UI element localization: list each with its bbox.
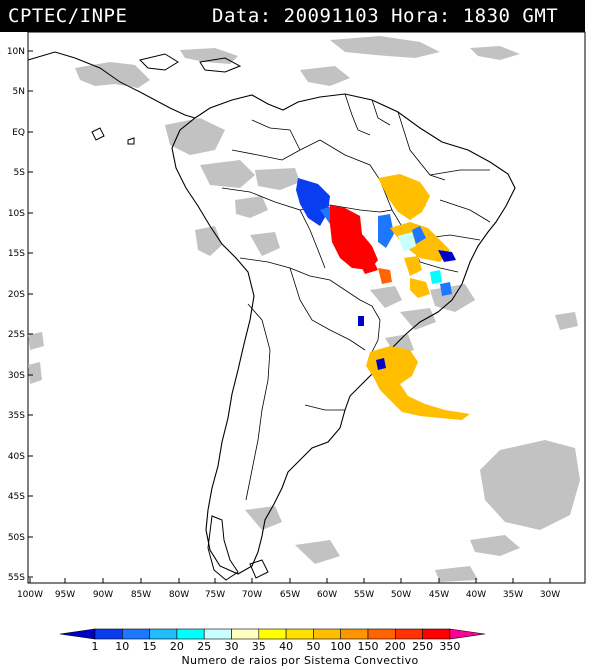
lat-label: 10N [7,47,25,57]
lat-label: 40S [8,452,25,462]
lon-label: 70W [242,590,262,600]
color-legend-cell [176,628,205,640]
lat-label: 5S [14,168,26,178]
color-legend-tick-label: 1 [92,640,99,653]
color-legend-cell [367,628,396,640]
convective-systems-layer [296,174,470,420]
map-canvas: 10N 5N EQ 5S 10S 15S 20S 25S 30S 35S 40S… [7,31,586,600]
color-legend-cell [231,628,260,640]
color-legend-cell [258,628,287,640]
color-legend-cell [122,628,150,640]
color-legend-cell [149,628,178,640]
lat-label: EQ [12,128,25,138]
lat-label: 10S [8,209,25,219]
color-legend-cell [422,628,451,640]
longitude-labels: 100W 95W 90W 85W 80W 75W 70W 65W 60W 55W… [17,590,560,600]
color-legend-cell [313,628,341,640]
lon-label: 100W [17,590,43,600]
header-date-time: Data: 20091103 Hora: 1830 GMT [212,5,559,27]
header-bar: CPTEC/INPE Data: 20091103 Hora: 1830 GMT [0,0,585,32]
lon-label: 55W [354,590,374,600]
color-legend-cell [285,628,314,640]
color-legend-tick-label: 35 [252,640,266,653]
lon-label: 45W [429,590,449,600]
lon-label: 90W [93,590,113,600]
latitude-labels: 10N 5N EQ 5S 10S 15S 20S 25S 30S 35S 40S… [7,47,25,583]
lon-label: 35W [503,590,523,600]
lat-label: 45S [8,492,25,502]
color-legend-tick-label: 200 [385,640,406,653]
lat-label: 55S [8,573,25,583]
lon-label: 65W [280,590,300,600]
lat-label: 50S [8,533,25,543]
color-legend-tick-label: 40 [279,640,293,653]
lat-label: 5N [13,87,25,97]
lat-label: 35S [8,411,25,421]
islands [91,127,269,581]
color-legend-tick-label: 25 [197,640,211,653]
color-legend: 1 10 15 20 25 30 35 40 50 100 150 200 250 350 [59,628,485,653]
color-legend-cells [59,628,485,640]
lon-label: 50W [391,590,411,600]
color-legend-tick-label: 350 [439,640,460,653]
color-legend-cell [340,628,369,640]
cloud-cover-layer [28,36,580,582]
color-legend-tick-label: 20 [170,640,184,653]
lat-label: 20S [8,290,25,300]
header-source-title: CPTEC/INPE [8,5,128,27]
color-legend-tick-label: 15 [143,640,157,653]
lon-label: 75W [205,590,225,600]
color-legend-tick-label: 30 [225,640,239,653]
lon-label: 85W [131,590,151,600]
color-legend-arrow-left [59,628,96,640]
lon-label: 60W [317,590,337,600]
lon-label: 95W [55,590,75,600]
lat-label: 25S [8,330,25,340]
color-legend-tick-label: 10 [115,640,129,653]
color-legend-tick-label: 150 [358,640,379,653]
color-legend-cell [203,628,232,640]
color-legend-tick-label: 100 [330,640,351,653]
color-legend-cell [394,628,423,640]
south-america-coastline [171,93,516,575]
lat-label: 15S [8,249,25,259]
central-america-coastline [27,51,242,119]
color-legend-tick-label: 250 [412,640,433,653]
color-legend-arrow-right [449,628,485,640]
color-legend-tick-label: 50 [306,640,320,653]
lon-label: 40W [466,590,486,600]
lon-label: 80W [169,590,189,600]
lon-label: 30W [540,590,560,600]
color-legend-ticks: 1 10 15 20 25 30 35 40 50 100 150 200 250 350 [92,640,461,653]
map-frame [27,31,586,584]
color-legend-caption: Numero de raios por Sistema Convectivo [181,654,419,667]
lat-label: 30S [8,371,25,381]
color-legend-cell [94,628,123,640]
axis-ticks [28,50,551,583]
